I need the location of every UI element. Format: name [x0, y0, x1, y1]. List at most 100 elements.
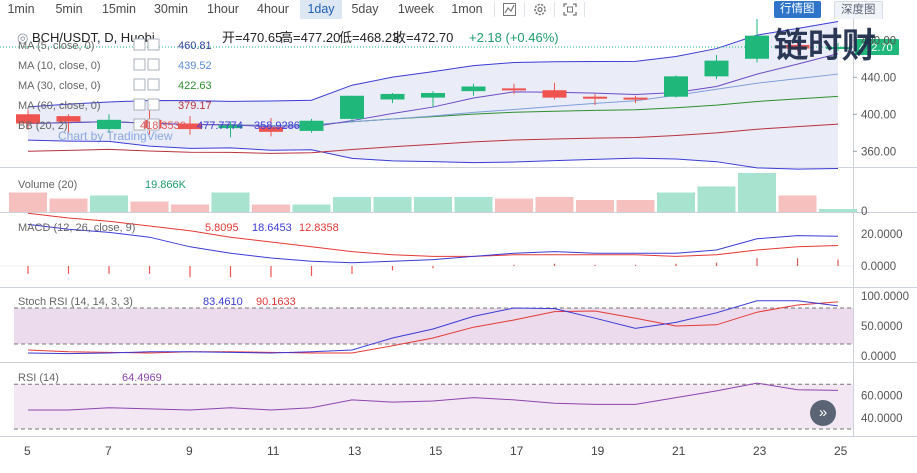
- candle-body: [97, 119, 121, 130]
- candle-body: [826, 47, 850, 50]
- volume-bar: [130, 201, 169, 212]
- time-tick-label: 11: [267, 444, 280, 458]
- line-chart-icon[interactable]: [500, 0, 520, 19]
- tradingview-attribution: Chart by TradingView: [58, 129, 173, 143]
- volume-bar: [616, 200, 655, 212]
- timeframe-4hour[interactable]: 4hour: [257, 2, 289, 16]
- time-tick-label: 9: [186, 444, 193, 458]
- macd-legend-value: 18.6453: [252, 222, 292, 234]
- scroll-to-realtime-button[interactable]: »: [810, 400, 836, 426]
- timeframe-1hour[interactable]: 1hour: [207, 2, 239, 16]
- candle-body: [704, 60, 729, 77]
- timeframe-1min[interactable]: 1min: [7, 2, 35, 16]
- toolbar-divider: [494, 2, 495, 17]
- volume-bar: [535, 197, 574, 212]
- volume-bar: [333, 197, 371, 212]
- price-tick-label: 360.00: [861, 146, 896, 158]
- rsi-tick-label: 60.0000: [861, 390, 903, 402]
- ohlc-value: +2.18 (+0.46%): [469, 30, 559, 45]
- ohlc-value: 收=472.70: [393, 30, 453, 45]
- time-tick-label: 21: [672, 444, 686, 458]
- candle-body: [664, 76, 688, 97]
- tab-depth-chart[interactable]: 深度图: [834, 1, 883, 20]
- time-tick-label: 7: [105, 444, 112, 458]
- volume-bar: [495, 198, 533, 212]
- candle-body: [542, 90, 567, 98]
- volume-bar: [373, 197, 412, 212]
- tab-price-chart[interactable]: 行情图: [774, 1, 821, 18]
- stoch-legend-value: 83.4610: [203, 296, 243, 308]
- timeframe-15min[interactable]: 15min: [101, 2, 137, 16]
- timeframe-1day[interactable]: 1day: [300, 0, 342, 19]
- indicator-legend-value: 460.81: [178, 40, 212, 52]
- volume-bar: [819, 209, 857, 212]
- volume-bar: [738, 173, 776, 212]
- timeframe-5day[interactable]: 5day: [351, 2, 379, 16]
- candle-body: [259, 127, 283, 132]
- toolbar-divider: [524, 2, 525, 17]
- candle-body: [623, 97, 648, 100]
- stoch-tick-label: 50.0000: [861, 321, 903, 333]
- time-tick-label: 13: [348, 444, 362, 458]
- ohlc-value: 低=468.23: [339, 30, 399, 45]
- indicator-legend-label: MA (5, close, 0): [18, 40, 94, 52]
- indicator-close-icon: [147, 118, 160, 131]
- rsi-tick-label: 40.0000: [861, 413, 903, 425]
- candle-body: [380, 93, 405, 100]
- indicator-settings-icon: [133, 98, 146, 111]
- macd-signal-line: [27, 212, 839, 257]
- macd-line: [27, 223, 839, 264]
- volume-bar: [9, 192, 47, 212]
- toolbar-divider: [554, 2, 555, 17]
- indicator-legend-label: MA (10, close, 0): [18, 60, 101, 72]
- indicator-legend-label: MA (60, close, 0): [18, 100, 101, 112]
- stoch-tick-label: 0.0000: [861, 351, 896, 363]
- stoch-k-line: [27, 300, 839, 355]
- current-price-label: 472.70: [859, 42, 893, 54]
- candle-body: [178, 123, 202, 130]
- ma5-line: [27, 53, 839, 128]
- rsi-legend-value: 64.4969: [122, 372, 162, 384]
- timeframe-1mon[interactable]: 1mon: [451, 2, 483, 16]
- indicator-close-icon: [147, 38, 160, 51]
- rsi-legend-label: RSI (14): [18, 372, 59, 384]
- volume-bar: [49, 198, 88, 212]
- candle-body: [340, 95, 364, 119]
- volume-bar: [90, 195, 128, 212]
- indicator-legend-label: MA (30, close, 0): [18, 80, 101, 92]
- indicator-legend-value: 418.3530: [140, 120, 186, 132]
- candle-body: [421, 93, 445, 98]
- indicator-legend-value: 439.52: [178, 60, 212, 72]
- volume-bar: [697, 186, 736, 212]
- timeframe-30min[interactable]: 30min: [153, 2, 189, 16]
- current-price-tag: [855, 39, 899, 56]
- time-tick-label: 5: [24, 444, 31, 458]
- stoch-legend-value: 90.1633: [256, 296, 296, 308]
- bollinger-lower-line: [27, 139, 839, 170]
- fullscreen-icon[interactable]: [560, 0, 580, 19]
- candle-body: [461, 86, 486, 92]
- indicator-legend-value: 477.7774: [197, 120, 243, 132]
- volume-bar: [292, 204, 331, 212]
- volume-bar: [576, 200, 614, 212]
- bollinger-upper-line: [27, 20, 839, 108]
- indicator-settings-icon: [133, 78, 146, 91]
- timeframe-5min[interactable]: 5min: [55, 2, 83, 16]
- volume-bar: [171, 204, 209, 212]
- indicator-settings-icon: [133, 118, 146, 131]
- volume-bar: [252, 204, 290, 212]
- volume-bar: [657, 192, 695, 212]
- stoch-legend-label: Stoch RSI (14, 14, 3, 3): [18, 296, 133, 308]
- stoch-d-line: [27, 301, 839, 354]
- indicator-close-icon: [147, 58, 160, 71]
- ohlc-value: 开=470.65: [222, 30, 282, 45]
- price-tick-label: 440.00: [861, 72, 896, 84]
- price-tick-label: 400.00: [861, 109, 896, 121]
- indicator-legend-label: BB (20, 2): [18, 120, 68, 132]
- timeframe-1week[interactable]: 1week: [397, 2, 435, 16]
- volume-bar: [778, 195, 817, 212]
- gear-icon[interactable]: [530, 0, 550, 19]
- symbol-pair: BCH/USDT, D, Huobi: [32, 30, 155, 45]
- indicator-close-icon: [147, 98, 160, 111]
